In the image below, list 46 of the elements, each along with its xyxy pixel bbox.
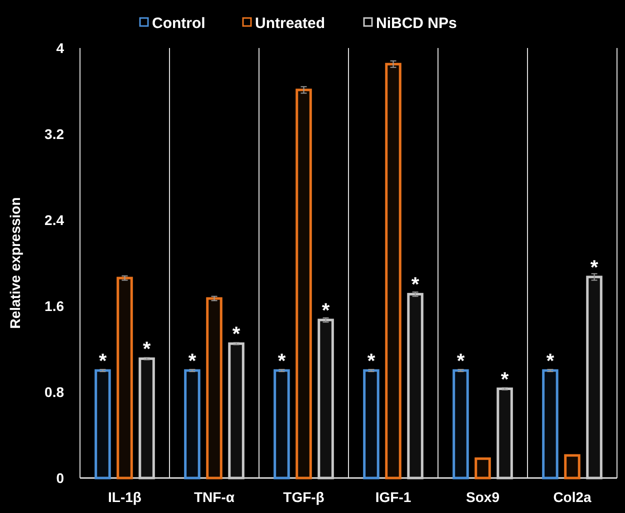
data-label: * — [500, 368, 509, 391]
data-label: * — [98, 350, 107, 372]
bar — [474, 457, 491, 480]
bar — [564, 454, 580, 480]
bar — [228, 342, 244, 480]
y-tick-label: 3.2 — [44, 126, 64, 142]
data-label: * — [456, 350, 465, 372]
bar — [274, 369, 290, 480]
bar — [318, 318, 334, 480]
bar — [206, 297, 222, 480]
bar — [452, 369, 469, 480]
x-tick-label: TGF-β — [283, 489, 325, 505]
bar — [116, 276, 133, 480]
x-tick-label: TNF-α — [194, 489, 235, 505]
data-label: * — [322, 300, 330, 322]
data-label: * — [232, 324, 240, 346]
data-label: * — [590, 256, 598, 279]
bar — [542, 369, 558, 480]
y-tick-label: 2.4 — [44, 212, 64, 228]
y-tick-label: 0.8 — [44, 384, 64, 400]
bar — [363, 369, 380, 480]
x-tick-label: Sox9 — [466, 489, 500, 505]
bar — [184, 369, 200, 480]
x-tick-label: Col2a — [553, 489, 592, 505]
bar — [94, 369, 111, 480]
y-tick-label: 0 — [56, 470, 64, 486]
data-label: * — [546, 350, 554, 372]
bar — [407, 292, 424, 480]
y-axis-title: Relative expression — [7, 197, 23, 329]
data-label: * — [278, 350, 286, 372]
y-tick-label: 1.6 — [44, 298, 64, 314]
bar — [138, 357, 155, 480]
y-tick-label: 4 — [56, 40, 64, 56]
x-tick-label: IGF-1 — [375, 489, 412, 505]
legend-label: Control — [152, 15, 206, 32]
bar — [586, 276, 602, 480]
data-label: * — [411, 274, 420, 296]
bar — [496, 388, 513, 480]
data-label: * — [367, 350, 376, 372]
bar — [296, 88, 312, 480]
legend-label: Untreated — [255, 15, 326, 32]
data-label: * — [142, 338, 151, 361]
bar — [385, 62, 402, 480]
x-tick-label: IL-1β — [108, 489, 142, 505]
data-label: * — [188, 350, 196, 372]
legend-label: NiBCD NPs — [376, 15, 457, 32]
